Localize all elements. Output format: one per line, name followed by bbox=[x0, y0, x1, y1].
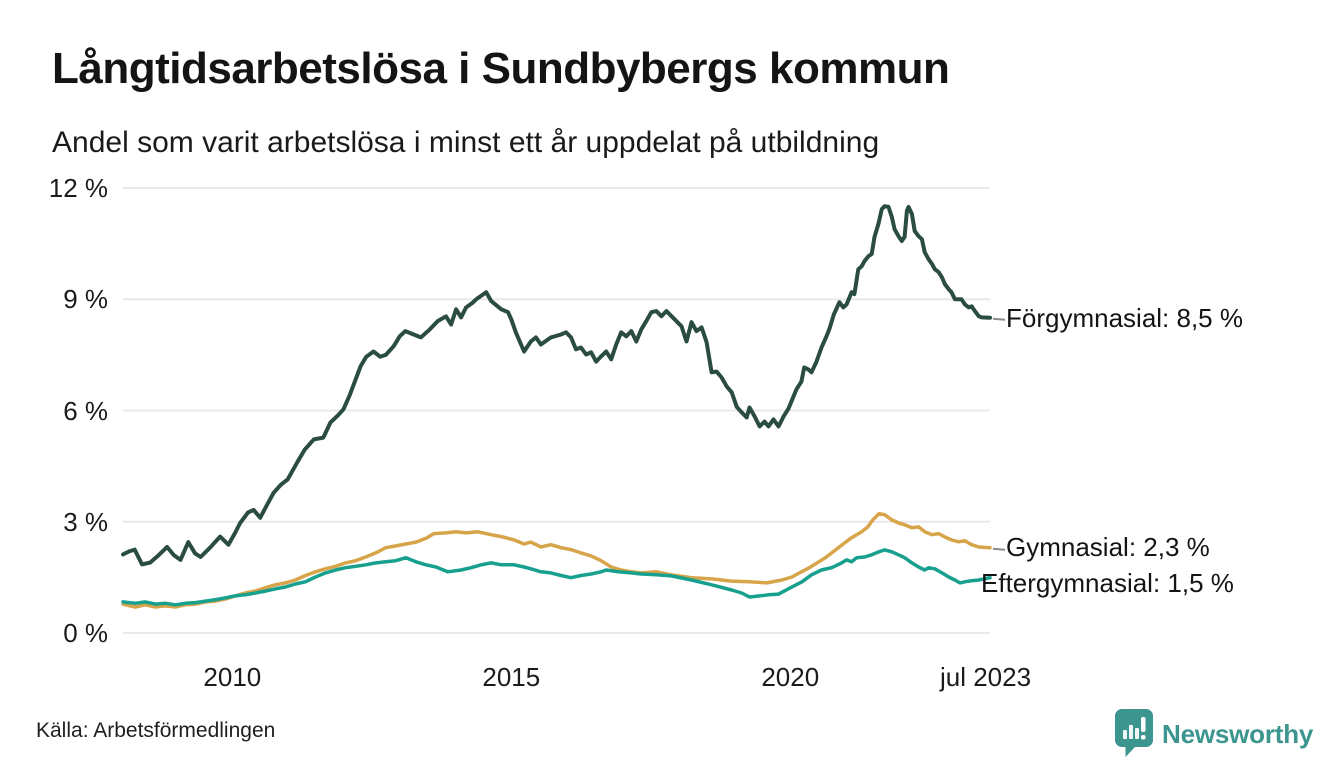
y-tick-6%: 6 % bbox=[63, 395, 108, 426]
series-end-label-forgymnasial: Förgymnasial: 8,5 % bbox=[1006, 303, 1243, 333]
source-note: Källa: Arbetsförmedlingen bbox=[36, 719, 276, 742]
chart-subtitle: Andel som varit arbetslösa i minst ett å… bbox=[52, 126, 880, 159]
x-tick-2015: 2015 bbox=[482, 662, 541, 692]
speech-bubble-shape bbox=[1115, 709, 1153, 757]
x-tick-2010: 2010 bbox=[203, 662, 262, 692]
x-tick-2020: 2020 bbox=[761, 662, 820, 692]
series-end-label-gymnasial: Gymnasial: 2,3 % bbox=[1006, 532, 1210, 562]
series-line-förgymnasial bbox=[121, 204, 992, 567]
y-tick-3%: 3 % bbox=[63, 506, 108, 537]
label-connector-gymnasial bbox=[992, 547, 1006, 551]
x-tick-jul-2023: jul 2023 bbox=[939, 662, 1032, 692]
y-tick-0%: 0 % bbox=[63, 618, 108, 648]
series-line-eftergymnasial bbox=[121, 548, 992, 607]
newsworthy-icon bbox=[1114, 708, 1154, 758]
newsworthy-wordmark: Newsworthy bbox=[1162, 718, 1314, 749]
series-line-gymnasial bbox=[121, 511, 992, 609]
y-tick-9%: 9 % bbox=[63, 284, 108, 315]
y-tick-12%: 12 % bbox=[48, 173, 108, 203]
newsworthy-logo[interactable]: Newsworthy bbox=[1114, 708, 1313, 758]
series-end-label-eftergymnasial: Eftergymnasial: 1,5 % bbox=[981, 568, 1234, 598]
label-connector-förgymnasial bbox=[992, 317, 1006, 321]
chart-title: Långtidsarbetslösa i Sundbybergs kommun bbox=[52, 44, 950, 93]
